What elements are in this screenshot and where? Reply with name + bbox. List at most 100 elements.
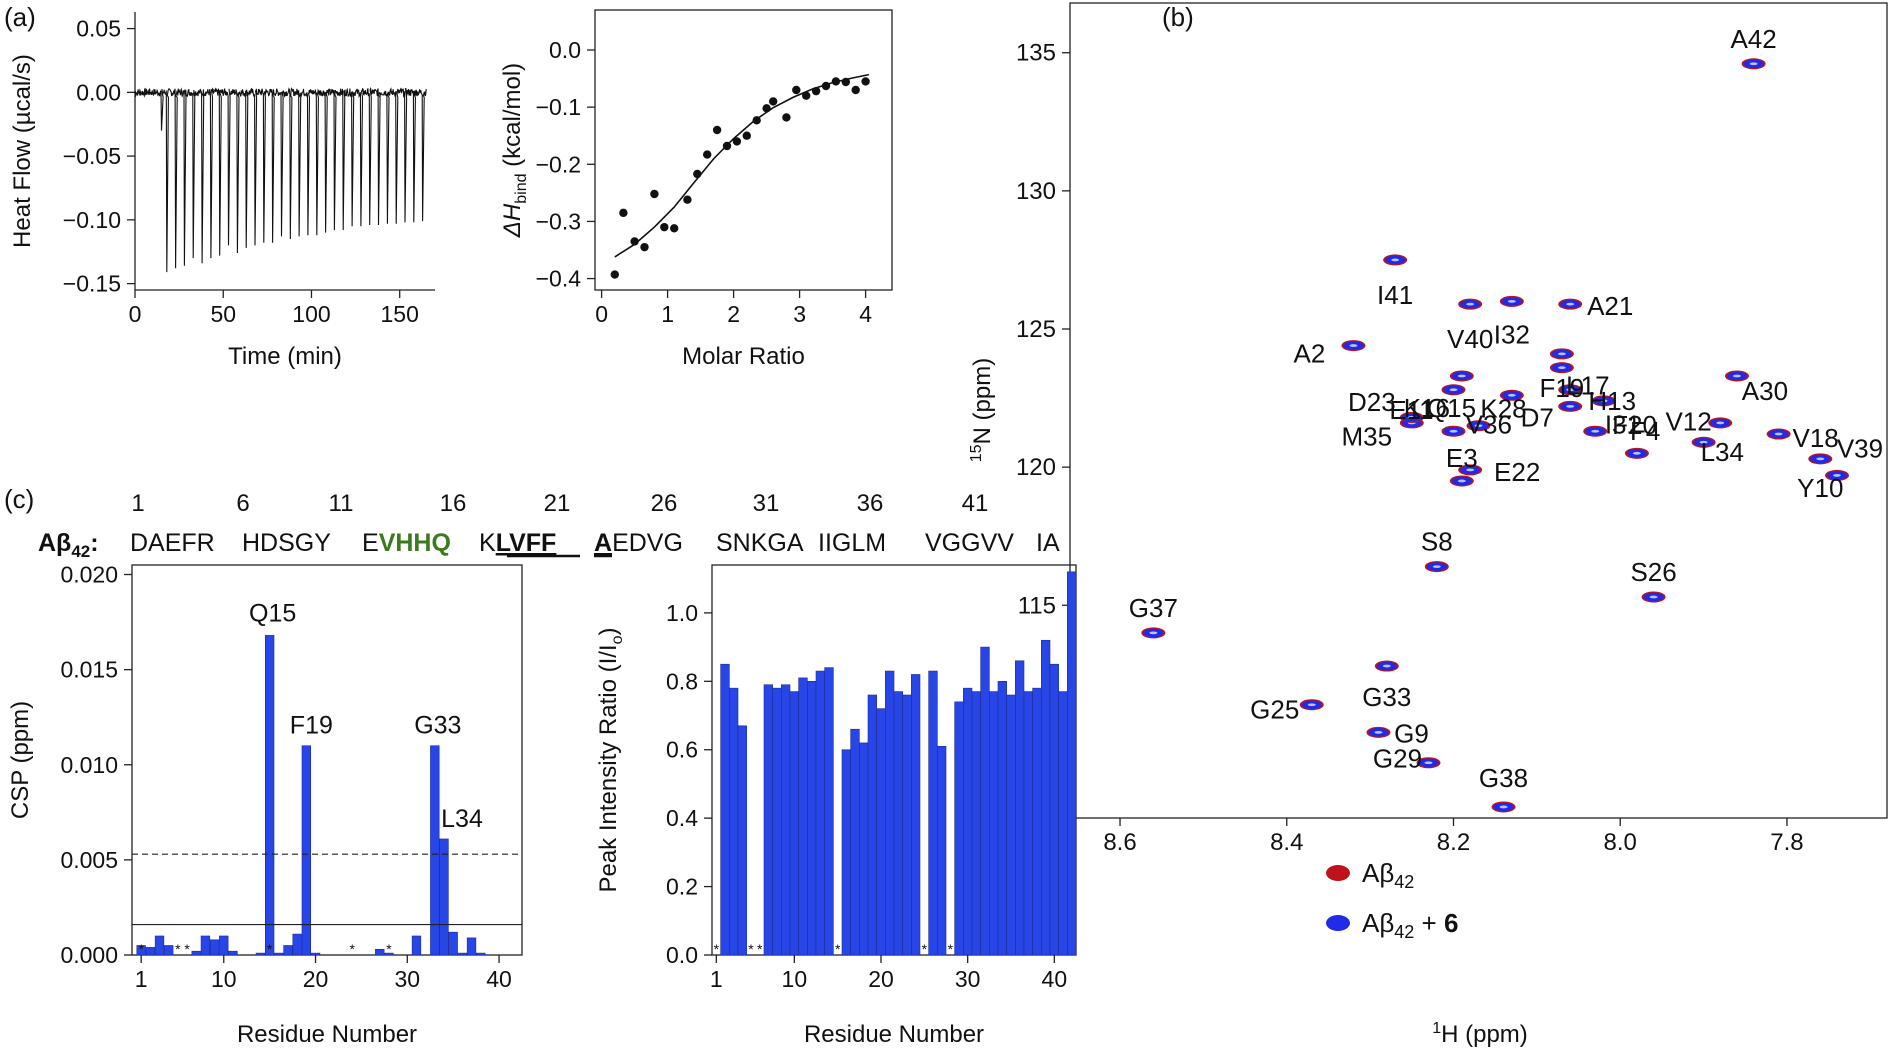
plot-frame xyxy=(1069,2,1888,819)
y-axis-title: Peak Intensity Ratio (I/Io) xyxy=(595,627,626,892)
intensity-bar-4 xyxy=(737,725,747,956)
y-axis-title: Heat Flow (µcal/s) xyxy=(9,54,36,248)
x-axis-title: Residue Number xyxy=(804,1021,984,1048)
sequence-group-6: SNKGA xyxy=(716,529,804,557)
sequence-segment: HDSGY xyxy=(242,529,331,557)
peak-label-I31: I31 xyxy=(1605,409,1641,439)
x-tick-label: 100 xyxy=(292,301,330,327)
intensity-bar-30 xyxy=(963,687,973,956)
csp-bar-31 xyxy=(411,935,422,956)
y-axis-title: 15N (ppm) xyxy=(968,358,996,462)
peak-label-G9: G9 xyxy=(1394,718,1429,748)
peak-label-A21: A21 xyxy=(1587,291,1633,321)
legend-label-subscript: 42 xyxy=(1394,922,1414,942)
intensity-bar-34 xyxy=(997,681,1007,956)
csp-bar-27 xyxy=(375,948,385,956)
unassigned-marker: * xyxy=(350,941,356,957)
peak-label-A2: A2 xyxy=(1294,339,1326,369)
x-tick-label: 4 xyxy=(859,301,872,327)
intensity-bar-24 xyxy=(911,674,921,956)
unassigned-marker: * xyxy=(714,941,720,957)
x-tick-label: 50 xyxy=(210,301,236,327)
thermogram-trace xyxy=(134,86,427,273)
csp-bar-15 xyxy=(264,635,275,956)
intensity-bar-33 xyxy=(989,691,999,956)
peak-center xyxy=(1749,62,1758,66)
x-tick-label: 150 xyxy=(381,301,419,327)
intensity-bar-18 xyxy=(859,742,869,956)
hsqc-spectrum: 8.68.48.28.07.8110115120125130135G38G29G… xyxy=(968,2,1888,1048)
csp-bar-10 xyxy=(219,935,229,956)
peak-label-V40: V40 xyxy=(1447,324,1493,354)
unassigned-marker: * xyxy=(267,941,273,957)
sequence-segment: VGGVV xyxy=(925,529,1014,557)
peak-label-Y10: Y10 xyxy=(1797,473,1843,503)
csp-bar-37 xyxy=(466,937,477,956)
peak-center xyxy=(1407,416,1416,419)
data-point xyxy=(630,237,639,246)
data-point xyxy=(752,116,761,125)
plot-frame xyxy=(594,9,893,291)
intensity-bar-41 xyxy=(1058,691,1068,956)
data-point xyxy=(861,77,870,86)
x-axis-title-superscript: 1 xyxy=(1432,1020,1441,1037)
panel-label-b: (b) xyxy=(1162,2,1194,32)
data-point xyxy=(841,77,850,87)
data-point xyxy=(722,141,732,151)
intensity-bar-29 xyxy=(954,701,964,956)
intensity-bar-19 xyxy=(867,694,877,956)
peak-center xyxy=(1716,421,1725,425)
plot-frame xyxy=(131,564,523,956)
peak-label-E11: E11 xyxy=(1389,395,1433,425)
csp-bar-33 xyxy=(430,745,440,956)
peak-center xyxy=(1832,474,1841,477)
x-tick-label: 40 xyxy=(1042,966,1068,992)
y-axis-title-units: (kcal/mol) xyxy=(499,63,526,174)
legend-label-0: Aβ42 xyxy=(1362,858,1414,892)
x-tick-label: 8.2 xyxy=(1437,829,1470,856)
unassigned-marker: * xyxy=(386,941,392,957)
unassigned-marker: * xyxy=(748,941,754,957)
data-point xyxy=(811,86,821,96)
peak-label-K28: K28 xyxy=(1480,394,1526,424)
legend-label-suffix: + xyxy=(1414,908,1444,938)
x-tick-label: 8.4 xyxy=(1270,829,1303,856)
csp-bar-17 xyxy=(283,945,293,956)
panel-label-c: (c) xyxy=(4,484,34,514)
data-point xyxy=(660,222,669,232)
data-point xyxy=(782,113,791,122)
peak-label-I32: I32 xyxy=(1494,319,1530,349)
bar-annotation-G33: G33 xyxy=(414,712,461,740)
unassigned-marker: * xyxy=(948,941,954,957)
y-tick-label: −0.05 xyxy=(63,143,121,169)
csp-bar-20 xyxy=(310,952,321,956)
residue-number-1: 1 xyxy=(131,490,144,517)
legend-label-text: Aβ xyxy=(1362,908,1394,938)
peak-center xyxy=(1732,374,1741,378)
peak-label-L34: L34 xyxy=(1701,437,1744,467)
data-point xyxy=(670,224,679,233)
sequence-label-text: Aβ xyxy=(38,529,71,557)
sequence-segment: EDVG xyxy=(612,529,683,557)
intensity-bar-36 xyxy=(1015,660,1025,956)
x-tick-label: 20 xyxy=(303,966,329,992)
peak-label-V12: V12 xyxy=(1665,406,1711,436)
legend-marker-0 xyxy=(1326,865,1350,881)
data-point xyxy=(640,242,649,252)
legend-label-compound: 6 xyxy=(1444,908,1458,938)
peak-label-D23: D23 xyxy=(1348,387,1396,417)
y-tick-label: 115 xyxy=(1018,592,1056,619)
peak-center xyxy=(1474,424,1483,428)
peak-center xyxy=(1457,479,1466,483)
csp-bar-2 xyxy=(145,947,156,956)
x-tick-label: 3 xyxy=(793,301,806,327)
peak-label-D7: D7 xyxy=(1521,402,1554,432)
peak-label-S26: S26 xyxy=(1630,557,1676,587)
y-tick-label: 0.0 xyxy=(549,37,581,63)
data-point xyxy=(703,150,712,159)
peak-center xyxy=(1374,730,1383,734)
x-tick-label: 7.8 xyxy=(1770,829,1803,856)
data-point xyxy=(831,77,841,86)
residue-number-31: 31 xyxy=(753,490,780,517)
